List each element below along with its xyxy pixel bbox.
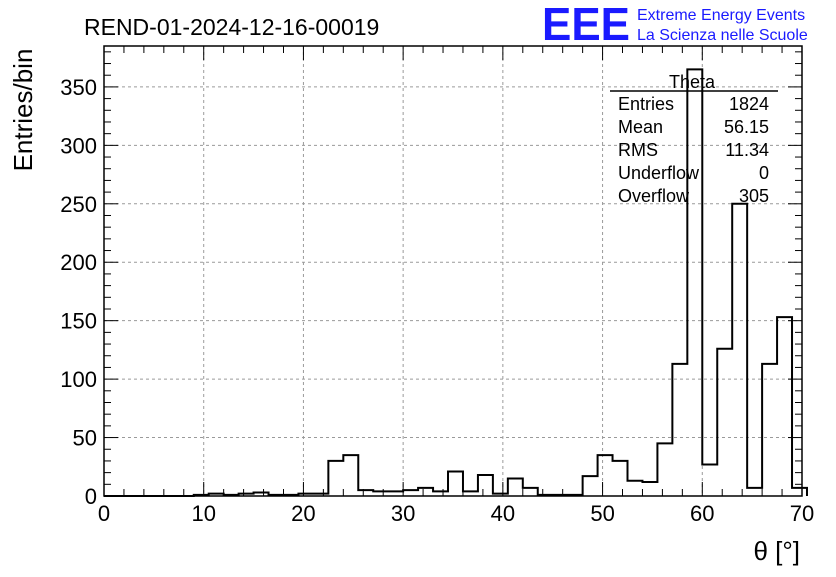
stats-box: Theta Entries 1824 Mean 56.15 RMS 11.34 Underf…: [610, 72, 778, 206]
y-axis-label: Entries/bin: [8, 49, 38, 172]
histogram-bin: [523, 488, 538, 496]
stats-value: 56.15: [724, 117, 769, 137]
logo-line-2: La Scienza nelle Scuole: [637, 27, 808, 44]
histogram-bin: [418, 488, 433, 496]
stats-value: 305: [739, 186, 769, 206]
x-axis-label: θ [°]: [753, 536, 800, 566]
x-tick-label: 0: [98, 501, 110, 526]
histogram-bin: [583, 476, 598, 496]
y-tick-label: 50: [73, 426, 97, 451]
x-tick-labels: 0 10 20 30 40 50 60 70: [98, 501, 814, 526]
x-tick-label: 10: [191, 501, 215, 526]
stats-label: RMS: [618, 140, 658, 160]
y-tick-labels: 0 50 100 150 200 250 300 350: [60, 75, 97, 509]
histogram-bin: [328, 461, 343, 496]
stats-title: Theta: [669, 72, 716, 92]
logo-mark: EEE: [542, 0, 630, 50]
histogram-bin: [598, 455, 613, 496]
grid-lines: [104, 46, 802, 496]
x-tick-label: 60: [690, 501, 714, 526]
y-tick-label: 200: [60, 250, 97, 275]
axis-ticks: [103, 46, 803, 497]
histogram-bin: [747, 488, 762, 496]
stats-label: Mean: [618, 117, 663, 137]
histogram-bin: [717, 349, 732, 496]
stats-rows: Entries 1824 Mean 56.15 RMS 11.34 Underflow 0 Ov…: [618, 94, 769, 206]
stats-label: Entries: [618, 94, 674, 114]
histogram-bin: [702, 464, 717, 496]
histogram-bin: [478, 475, 493, 496]
eee-logo: EEE Extreme Energy Events La Scienza nel…: [542, 0, 808, 50]
logo-line-1: Extreme Energy Events: [637, 7, 805, 24]
y-tick-label: 150: [60, 309, 97, 334]
histogram-bin: [657, 443, 672, 496]
y-tick-label: 250: [60, 192, 97, 217]
histogram-bin: [508, 478, 523, 496]
histogram-bin: [777, 317, 792, 496]
y-tick-label: 0: [85, 484, 97, 509]
histogram-bin: [448, 471, 463, 496]
histogram-bin: [687, 69, 702, 496]
x-tick-label: 70: [790, 501, 814, 526]
y-tick-label: 100: [60, 367, 97, 392]
y-tick-label: 350: [60, 75, 97, 100]
histogram-bin: [613, 461, 628, 496]
histogram-bin: [732, 204, 747, 496]
stats-label: Underflow: [618, 163, 700, 183]
stats-value: 0: [759, 163, 769, 183]
x-tick-label: 40: [491, 501, 515, 526]
stats-value: 11.34: [725, 140, 769, 160]
histogram-bin: [792, 488, 807, 496]
x-tick-label: 20: [291, 501, 315, 526]
stats-label: Overflow: [618, 186, 690, 206]
x-tick-label: 30: [391, 501, 415, 526]
histogram-bars: [194, 69, 807, 496]
histogram-bin: [343, 455, 358, 496]
histogram-bin: [642, 482, 657, 496]
stats-value: 1824: [729, 94, 769, 114]
histogram-bin: [672, 364, 687, 496]
y-tick-label: 300: [60, 133, 97, 158]
plot-frame: [103, 45, 803, 497]
x-tick-label: 50: [590, 501, 614, 526]
histogram-outline: [104, 68, 808, 497]
run-title: REND-01-2024-12-16-00019: [84, 14, 379, 40]
histogram-bin: [628, 481, 643, 496]
histogram-bin: [762, 364, 777, 496]
